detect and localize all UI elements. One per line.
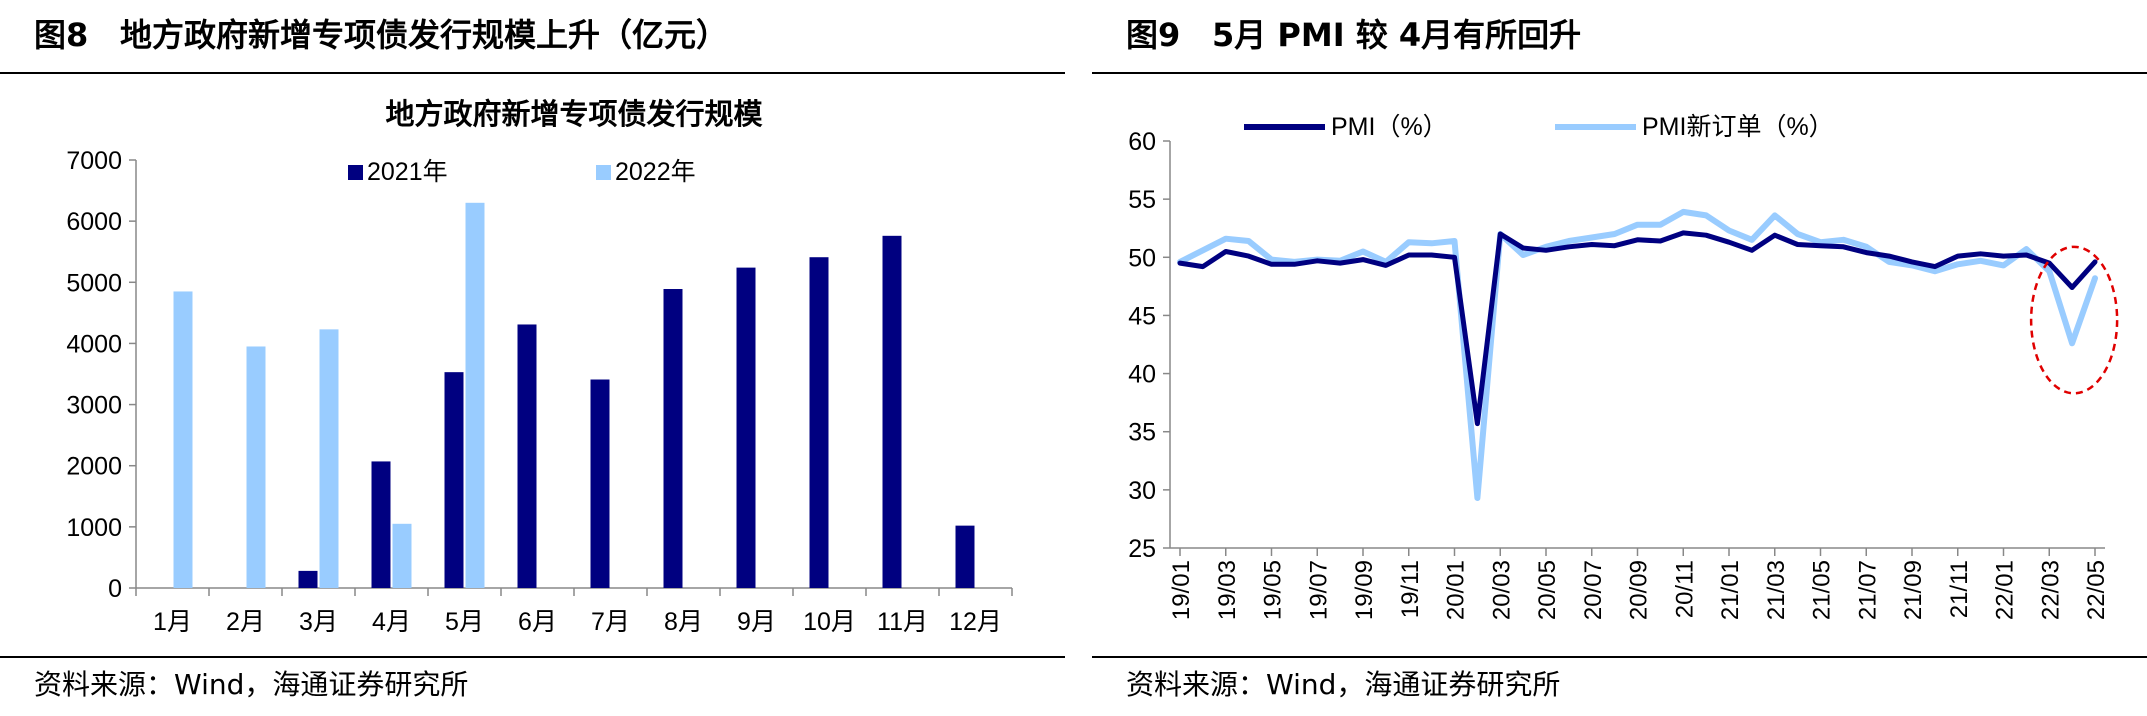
line-chart: 25 30 35 40 45 50 55 60 19/01 19/03 19/05 19/07 19/0… (1128, 113, 2119, 620)
line-x-tick-label: 20/05 (1534, 560, 1561, 620)
right-source: 资料来源：Wind，海通证券研究所 (1092, 656, 2147, 716)
bar-x-tick-label: 7月 (591, 608, 630, 636)
bar-x-tick-label: 10月 (803, 608, 856, 636)
legend-swatch-2022 (596, 165, 611, 180)
line-x-tick-label: 19/07 (1305, 560, 1332, 620)
right-figure-header: 图9 5月 PMI 较 4月有所回升 (1092, 0, 2147, 74)
right-figure-title: 5月 PMI 较 4月有所回升 (1212, 16, 1582, 54)
line-y-tick-label: 60 (1128, 128, 1156, 156)
line-x-tick-label: 21/09 (1900, 560, 1927, 620)
bar-2021-9 (736, 267, 756, 588)
bar-2021-12 (955, 525, 975, 588)
bar-x-tick-label: 6月 (518, 608, 557, 636)
bar-2021-6 (517, 324, 537, 588)
line-x-tick-label: 21/07 (1854, 560, 1881, 620)
line-y-tick-label: 35 (1128, 419, 1156, 447)
bar-y-tick-label: 6000 (66, 208, 122, 236)
bar-chart-title: 地方政府新增专项债发行规模 (385, 97, 763, 131)
line-y-tick-label: 55 (1128, 186, 1156, 214)
bar-y-tick-label: 0 (108, 575, 122, 603)
line-x-tick-label: 22/01 (1992, 560, 2019, 620)
right-source-text: 资料来源：Wind，海通证券研究所 (1126, 668, 1561, 701)
line-x-tick-label: 19/05 (1260, 560, 1287, 620)
bar-chart: 地方政府新增专项债发行规模 0 1000 2000 3000 4000 5000 6000 70… (66, 97, 1013, 636)
highlight-ellipse (2029, 245, 2119, 395)
bar-x-tick-label: 9月 (737, 608, 776, 636)
bar-x-tick-label: 5月 (445, 608, 484, 636)
bar-x-tick-label: 8月 (664, 608, 703, 636)
bar-x-tick-label: 11月 (877, 608, 928, 636)
bar-y-tick-label: 5000 (66, 269, 122, 297)
bar-2022-5 (465, 202, 485, 589)
left-figure-number: 图8 (34, 16, 89, 54)
line-y-tick-label: 30 (1128, 477, 1156, 505)
bar-2021-3 (298, 570, 318, 588)
line-x-tick-label: 19/01 (1168, 560, 1195, 620)
right-panel: 图9 5月 PMI 较 4月有所回升 25 30 35 40 45 50 55 60 19/01… (1092, 0, 2147, 714)
bar-2021-10 (809, 257, 829, 588)
line-y-tick-label: 45 (1128, 302, 1156, 330)
bar-2022-3 (319, 329, 339, 588)
bar-2021-8 (663, 289, 683, 588)
right-figure-number: 图9 (1126, 16, 1181, 54)
legend-label-pmi-new-orders: PMI新订单（%） (1642, 113, 1834, 141)
line-x-tick-label: 19/11 (1397, 560, 1424, 618)
bar-y-tick-label: 4000 (66, 330, 122, 358)
bar-x-tick-label: 4月 (372, 608, 411, 636)
bar-y-tick-label: 3000 (66, 392, 122, 420)
legend-label-pmi: PMI（%） (1331, 113, 1448, 141)
line-y-tick-label: 50 (1128, 244, 1156, 272)
bar-2021-7 (590, 379, 610, 588)
left-source-text: 资料来源：Wind，海通证券研究所 (34, 668, 469, 701)
bar-x-tick-label: 1月 (153, 608, 192, 636)
bar-x-tick-label: 2月 (226, 608, 265, 636)
line-y-tick-label: 40 (1128, 361, 1156, 389)
line-x-tick-label: 20/07 (1580, 560, 1607, 620)
line-x-tick-label: 21/05 (1809, 560, 1836, 620)
line-x-tick-label: 21/03 (1763, 560, 1790, 620)
left-figure-header: 图8 地方政府新增专项债发行规模上升（亿元） (0, 0, 1065, 74)
line-x-tick-label: 20/09 (1626, 560, 1653, 620)
line-y-tick-label: 25 (1128, 535, 1156, 563)
bar-2021-11 (882, 235, 902, 588)
bar-2021-5 (444, 372, 464, 588)
left-source: 资料来源：Wind，海通证券研究所 (0, 656, 1065, 716)
bar-2022-1 (173, 291, 193, 588)
legend-label-2021: 2021年 (367, 158, 448, 186)
bar-y-tick-label: 1000 (66, 514, 122, 542)
left-panel: 图8 地方政府新增专项债发行规模上升（亿元） 地方政府新增专项债发行规模 0 100… (0, 0, 1065, 714)
line-x-tick-label: 22/03 (2037, 560, 2064, 620)
pmi-line (1177, 230, 2098, 427)
bar-x-tick-label: 3月 (299, 608, 338, 636)
left-figure-title: 地方政府新增专项债发行规模上升（亿元） (120, 16, 729, 54)
bar-y-tick-label: 7000 (66, 147, 122, 175)
legend-swatch-2021 (348, 165, 363, 180)
line-x-tick-label: 20/11 (1671, 560, 1698, 618)
bar-x-tick-label: 12月 (949, 608, 1002, 636)
line-x-tick-label: 20/01 (1443, 560, 1470, 620)
bar-2021-4 (371, 461, 391, 588)
line-x-tick-label: 19/09 (1351, 560, 1378, 620)
bar-y-tick-label: 2000 (66, 453, 122, 481)
legend-label-2022: 2022年 (615, 158, 696, 186)
line-x-tick-label: 20/03 (1488, 560, 1515, 620)
bar-2022-4 (392, 523, 412, 588)
line-x-tick-label: 22/05 (2083, 560, 2110, 620)
line-x-tick-label: 21/01 (1717, 560, 1744, 620)
bar-2022-2 (246, 346, 266, 588)
line-x-tick-label: 19/03 (1214, 560, 1241, 620)
line-x-tick-label: 21/11 (1946, 560, 1973, 618)
